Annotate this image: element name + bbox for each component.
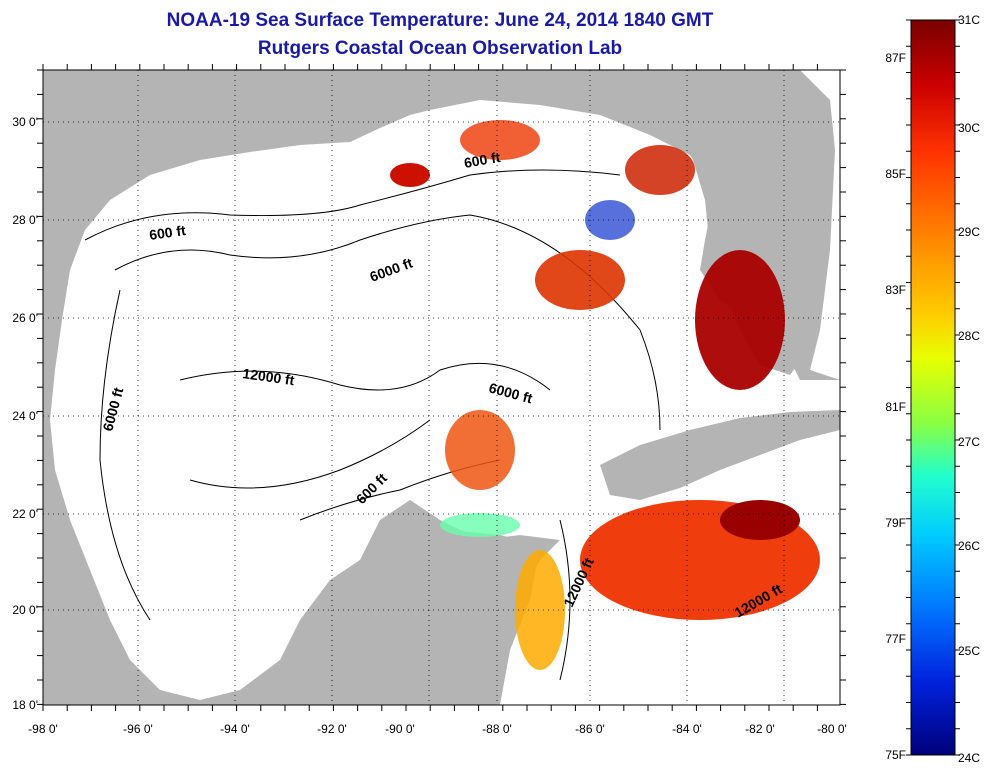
bathymetry-contours	[84, 169, 661, 681]
x-tick-label: -82 0'	[745, 722, 775, 736]
colorbar-fahrenheit-label: 87F	[885, 51, 906, 65]
x-tick-label: -98 0'	[28, 722, 58, 736]
contour-12000ft-south	[189, 419, 431, 489]
axis-ticks	[37, 64, 846, 711]
colorbar-fahrenheit-label: 79F	[885, 516, 906, 530]
title-line-2: Rutgers Coastal Ocean Observation Lab	[257, 38, 623, 59]
colorbar-celsius-label: 31C	[958, 13, 980, 27]
sst-patch-caribbean-core	[720, 500, 800, 540]
y-tick-label: 20 0'	[12, 603, 38, 617]
x-tick-label: -88 0'	[482, 722, 512, 736]
colorbar	[910, 19, 956, 756]
sst-patch-big-bend	[625, 145, 695, 195]
title-line-1: NOAA-19 Sea Surface Temperature: June 24…	[166, 10, 714, 31]
colorbar-fahrenheit-label: 83F	[885, 283, 906, 297]
colorbar-fahrenheit-label: 75F	[885, 748, 906, 762]
y-tick-label: 24 0'	[12, 409, 38, 423]
y-tick-label: 26 0'	[12, 311, 38, 325]
colorbar-fahrenheit-label: 85F	[885, 167, 906, 181]
x-tick-label: -94 0'	[220, 722, 250, 736]
contour-12000ft	[179, 362, 551, 391]
colorbar-celsius-label: 25C	[958, 644, 980, 658]
colorbar-celsius-label: 28C	[958, 329, 980, 343]
contour-600ft	[84, 169, 621, 241]
sst-patch-yucatan-channel	[515, 550, 565, 670]
lat-lon-grid	[43, 70, 840, 705]
y-tick-label: 22 0'	[12, 507, 38, 521]
yucatan-peninsula	[300, 530, 540, 705]
x-tick-label: -84 0'	[672, 722, 702, 736]
contour-12000ft-cayman	[559, 519, 571, 681]
y-tick-label: 28 0'	[12, 213, 38, 227]
atlantic-water	[800, 70, 840, 380]
colorbar-ticks	[906, 19, 960, 756]
contour-label-12000ft: 12000 ft	[242, 365, 296, 388]
contour-label-600ft: 600 ft	[463, 149, 502, 171]
sst-patch-central	[535, 250, 625, 310]
sst-patch-cloud-edge	[585, 200, 635, 240]
colorbar-fahrenheit-label: 77F	[885, 632, 906, 646]
sst-patch-west-florida	[695, 250, 785, 390]
colorbar-celsius-label: 27C	[958, 435, 980, 449]
contour-6000ft	[114, 214, 661, 431]
map-area	[43, 70, 840, 705]
y-tick-label: 18 0'	[12, 698, 38, 712]
sst-patch-yucatan-cool	[440, 513, 520, 537]
colorbar-celsius-label: 24C	[958, 751, 980, 765]
x-tick-label: -90 0'	[385, 722, 415, 736]
contour-6000ft-west	[99, 289, 151, 621]
colorbar-celsius-label: 29C	[958, 225, 980, 239]
sst-data	[390, 120, 820, 670]
x-tick-label: -92 0'	[317, 722, 347, 736]
contour-label-600ft: 600 ft	[148, 222, 187, 243]
x-tick-label: -86 0'	[575, 722, 605, 736]
colorbar-fahrenheit-label: 81F	[885, 400, 906, 414]
colorbar-celsius-label: 30C	[958, 121, 980, 135]
x-tick-label: -80 0'	[817, 722, 847, 736]
x-tick-label: -96 0'	[123, 722, 153, 736]
sst-patch-mid	[445, 410, 515, 490]
y-tick-label: 30 0'	[12, 115, 38, 129]
sst-patch-north	[460, 120, 540, 160]
cuba-island	[600, 410, 840, 500]
sst-patch-louisiana	[390, 163, 430, 187]
colorbar-celsius-label: 26C	[958, 539, 980, 553]
